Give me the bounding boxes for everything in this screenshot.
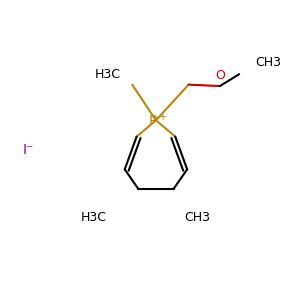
- Text: CH3: CH3: [256, 56, 281, 69]
- Text: P$^+$: P$^+$: [148, 112, 167, 129]
- Text: CH3: CH3: [184, 211, 210, 224]
- Text: H3C: H3C: [81, 211, 107, 224]
- Text: O: O: [215, 69, 225, 82]
- Text: H3C: H3C: [94, 68, 120, 81]
- Text: I⁻: I⁻: [22, 143, 34, 157]
